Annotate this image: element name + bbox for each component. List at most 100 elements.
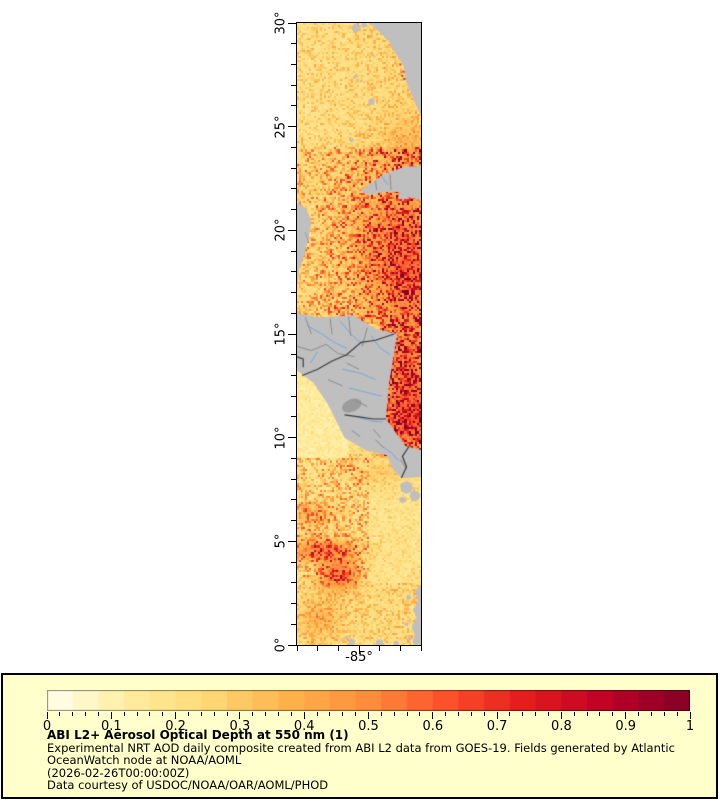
colorbar-tick	[290, 712, 292, 716]
y-axis-tick-label: 15°	[273, 322, 289, 346]
colorbar-tick	[59, 712, 61, 716]
colorbar-tick-label: 0.2	[165, 719, 186, 734]
y-axis-tick	[291, 395, 296, 397]
colorbar-tick	[303, 712, 305, 719]
colorbar-tick	[136, 712, 138, 716]
colorbar-tick	[535, 712, 537, 716]
colorbar-tick	[97, 712, 99, 716]
y-axis-tick	[291, 250, 296, 252]
colorbar-tick	[72, 712, 74, 716]
y-axis-tick	[288, 126, 296, 128]
y-axis-tick	[291, 374, 296, 376]
y-axis-tick-label: 20°	[273, 218, 289, 242]
colorbar-tick	[239, 712, 241, 719]
colorbar-tick	[342, 712, 344, 716]
y-axis-tick-label: 0°	[273, 637, 289, 653]
colorbar-tick-label: 0	[42, 719, 52, 734]
colorbar-tick	[663, 712, 665, 716]
legend-description-line-2: OceanWatch node at NOAA/AOML	[47, 753, 242, 768]
colorbar-tick-label: 1	[685, 719, 695, 734]
y-axis-tick	[291, 188, 296, 190]
colorbar-tick-label: 0.6	[422, 719, 444, 734]
y-axis-tick	[291, 292, 296, 294]
legend-title: ABI L2+ Aerosol Optical Depth at 550 nm …	[47, 728, 349, 742]
colorbar-tick	[548, 712, 550, 716]
y-axis-tick	[291, 146, 296, 148]
colorbar-tick	[316, 712, 318, 716]
colorbar-tick	[432, 712, 434, 719]
colorbar-tick-label: 0.1	[100, 719, 122, 734]
colorbar-tick	[110, 712, 112, 719]
y-axis-tick	[288, 22, 296, 24]
colorbar-tick	[612, 712, 614, 716]
y-axis-tick	[291, 561, 296, 563]
legend-text-block: ABI L2+ Aerosol Optical Depth at 550 nm …	[47, 729, 675, 792]
y-axis-tick-label: 30°	[273, 11, 289, 35]
colorbar-tick	[573, 712, 575, 716]
colorbar-tick	[329, 712, 331, 716]
colorbar-tick	[445, 712, 447, 716]
y-axis-tick	[291, 105, 296, 107]
y-axis-tick-label: 10°	[273, 426, 289, 450]
legend-credit: Data courtesy of USDOC/NOAA/OAR/AOML/PHO…	[47, 778, 329, 793]
x-axis-tick	[399, 646, 401, 651]
colorbar-tick	[368, 712, 369, 719]
y-axis-tick	[291, 582, 296, 584]
y-axis-tick	[288, 437, 296, 439]
y-axis-tick	[288, 333, 296, 335]
y-axis-tick	[291, 416, 296, 418]
legend-timestamp: (2026-02-26T00:00:00Z)	[47, 765, 190, 780]
colorbar-tick	[149, 712, 151, 716]
y-axis-tick	[291, 623, 296, 625]
colorbar-tick	[46, 712, 48, 719]
legend-description-line-1: Experimental NRT AOD daily composite cre…	[47, 740, 675, 755]
colorbar-tick	[252, 712, 254, 716]
x-axis-tick-label: -85°	[345, 650, 373, 665]
y-axis-tick-label: 25°	[273, 115, 289, 139]
colorbar-tick	[213, 712, 215, 716]
x-axis-tick	[358, 646, 360, 654]
colorbar-tick-label: 0.9	[615, 719, 637, 734]
colorbar-tick	[650, 712, 652, 716]
y-axis-tick	[291, 312, 296, 314]
colorbar-tick	[355, 712, 357, 716]
colorbar-tick	[638, 712, 640, 716]
colorbar-tick	[458, 712, 460, 716]
colorbar-tick	[162, 712, 164, 716]
colorbar-tick	[599, 712, 601, 716]
y-axis-tick	[291, 167, 296, 169]
colorbar-tick	[560, 712, 562, 719]
colorbar-tick	[175, 712, 177, 719]
colorbar-tick-label: 0.5	[358, 719, 379, 734]
colorbar-tick	[483, 712, 485, 716]
colorbar-tick-label: 0.8	[551, 719, 572, 734]
y-axis-tick	[288, 540, 296, 542]
map-plot-frame	[296, 22, 422, 646]
y-axis-tick	[291, 603, 296, 605]
x-axis-tick	[420, 646, 422, 651]
colorbar-tick	[496, 712, 498, 719]
colorbar-tick	[470, 712, 472, 716]
colorbar-tick-label: 0.4	[293, 719, 315, 734]
colorbar-tick	[586, 712, 588, 716]
y-axis-tick	[291, 457, 296, 459]
y-axis-tick	[291, 354, 296, 356]
colorbar-tick	[200, 712, 202, 716]
y-axis-tick	[288, 644, 296, 646]
y-axis-tick	[291, 520, 296, 522]
aod-heatmap-image	[297, 23, 421, 645]
colorbar-tick	[265, 712, 267, 716]
colorbar-tick	[406, 712, 408, 716]
y-axis-tick	[291, 478, 296, 480]
colorbar-tick	[419, 712, 421, 716]
colorbar-tick	[277, 712, 279, 716]
colorbar-tick-label: 0.3	[229, 719, 251, 734]
y-axis-tick	[291, 499, 296, 501]
y-axis-tick-label: 5°	[273, 533, 289, 549]
colorbar-tick	[689, 712, 691, 719]
colorbar-tick	[226, 712, 228, 716]
y-axis-tick	[291, 84, 296, 86]
colorbar-tick	[187, 712, 189, 716]
colorbar-tick	[625, 712, 627, 719]
